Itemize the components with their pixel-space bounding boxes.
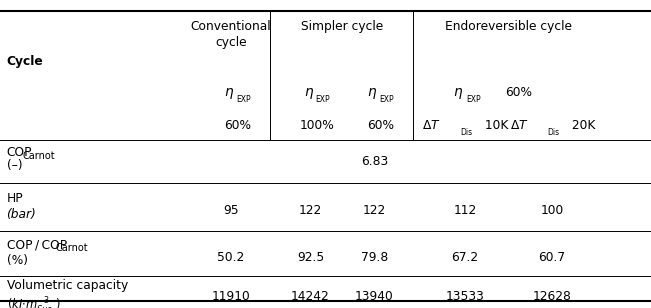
Text: EXP: EXP (466, 95, 480, 104)
Text: $\eta$: $\eta$ (303, 86, 314, 101)
Text: 10K: 10K (481, 119, 508, 132)
Text: HP: HP (7, 192, 23, 205)
Text: 13940: 13940 (355, 290, 394, 303)
Text: (%): (%) (7, 254, 27, 267)
Text: $\eta$: $\eta$ (224, 86, 234, 101)
Text: COP / COP: COP / COP (7, 239, 66, 252)
Text: $\Delta T$: $\Delta T$ (510, 119, 529, 132)
Text: Cycle: Cycle (7, 55, 43, 68)
Text: 13533: 13533 (445, 290, 484, 303)
Text: (bar): (bar) (7, 208, 36, 221)
Text: EXP: EXP (236, 95, 251, 104)
Text: Dis: Dis (547, 128, 560, 137)
Text: 11910: 11910 (212, 290, 251, 303)
Text: Volumetric capacity: Volumetric capacity (7, 279, 128, 292)
Text: 50.2: 50.2 (217, 251, 245, 264)
Text: 112: 112 (453, 205, 477, 217)
Text: 14242: 14242 (291, 290, 330, 303)
Text: $\eta$: $\eta$ (367, 86, 378, 101)
Text: 60%: 60% (224, 119, 251, 132)
Text: EXP: EXP (380, 95, 394, 104)
Text: 60%: 60% (505, 86, 532, 99)
Text: 100: 100 (540, 205, 564, 217)
Text: 122: 122 (363, 205, 386, 217)
Text: Carnot: Carnot (55, 243, 88, 253)
Text: 100%: 100% (299, 119, 335, 132)
Text: 20K: 20K (568, 119, 596, 132)
Text: Endoreversible cycle: Endoreversible cycle (445, 20, 572, 33)
Text: 79.8: 79.8 (361, 251, 388, 264)
Text: EXP: EXP (316, 95, 330, 104)
Text: 60.7: 60.7 (538, 251, 566, 264)
Text: 12628: 12628 (533, 290, 572, 303)
Text: 122: 122 (299, 205, 322, 217)
Text: 60%: 60% (367, 119, 395, 132)
Text: 6.83: 6.83 (361, 155, 388, 168)
Text: $\eta$: $\eta$ (452, 86, 463, 101)
Text: Conventional
cycle: Conventional cycle (191, 20, 271, 49)
Text: $\Delta T$: $\Delta T$ (422, 119, 441, 132)
Text: 92.5: 92.5 (297, 251, 324, 264)
Text: Simpler cycle: Simpler cycle (301, 20, 383, 33)
Text: $(kJ{\cdot}m^{-3}_{Suc.})$: $(kJ{\cdot}m^{-3}_{Suc.})$ (7, 296, 61, 308)
Text: Dis: Dis (460, 128, 473, 137)
Text: (–): (–) (7, 159, 22, 172)
Text: Carnot: Carnot (23, 151, 55, 161)
Text: COP: COP (7, 146, 32, 159)
Text: 67.2: 67.2 (451, 251, 478, 264)
Text: 95: 95 (223, 205, 239, 217)
